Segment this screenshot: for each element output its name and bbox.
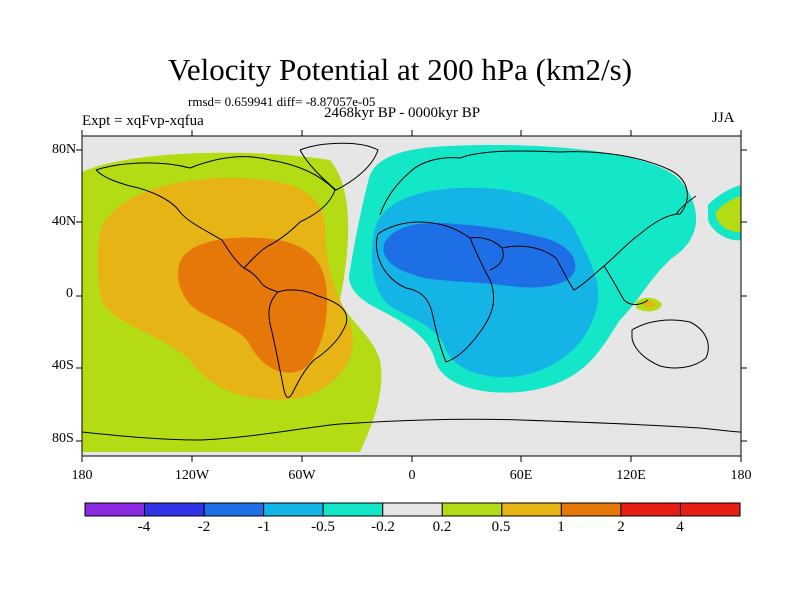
lon-label: 120W (174, 468, 210, 483)
colorbar-label: 1 (557, 519, 565, 535)
colorbar-box (382, 502, 443, 517)
coastline-greenland (299, 142, 379, 191)
colorbar-label: -1 (257, 519, 271, 535)
colorbar-box (679, 502, 741, 517)
colorbar-box (144, 502, 205, 517)
coastline-australia (631, 319, 709, 369)
colorbar-label: 2 (617, 519, 625, 535)
axis-ticks (76, 130, 747, 462)
coastline-japan (675, 195, 697, 215)
coastline-south-america (268, 289, 348, 398)
colorbar-label: -2 (197, 519, 211, 535)
colorbar-label: 0.5 (491, 519, 511, 535)
map-panel (82, 136, 741, 456)
colorbar-box (441, 502, 503, 517)
lat-label: 0 (66, 286, 73, 301)
colorbar (84, 502, 741, 517)
lon-label: 180 (730, 468, 752, 483)
coastlines (82, 142, 741, 441)
field-contour-indonesia-inner (644, 301, 656, 308)
stats-text: rmsd= 0.659941 diff= -8.87057e-05 (188, 94, 376, 109)
field-contour-positive-east (716, 196, 741, 233)
lon-label: 60E (509, 468, 533, 483)
coastline-north-america (95, 156, 336, 269)
season-label: JJA (712, 110, 735, 126)
map-title: Velocity Potential at 200 hPa (km2/s) (167, 52, 633, 87)
coastline-africa (376, 221, 495, 363)
field-contour-1 (178, 237, 328, 373)
colorbar-box (620, 502, 681, 517)
lat-label: 80S (52, 431, 74, 446)
coastline-southeast-asia (603, 265, 649, 305)
colorbar-label: 4 (676, 519, 684, 535)
coastline-antarctica (82, 418, 741, 441)
colorbar-box (84, 502, 146, 517)
lat-label: 40S (52, 358, 74, 373)
coastline-central-america (243, 267, 279, 293)
colorbar-label: -0.5 (311, 519, 335, 535)
period-text: 2468kyr BP - 0000kyr BP (324, 105, 481, 121)
colorbar-box (501, 502, 562, 517)
lat-label: 40N (52, 214, 77, 229)
coastline-europe (379, 150, 688, 216)
lon-label: 180 (71, 468, 93, 483)
colorbar-box (322, 502, 384, 517)
coastline-asia (501, 213, 681, 291)
experiment-label: Expt = xqFvp-xqfua (82, 113, 204, 129)
colorbar-label: -4 (137, 519, 151, 535)
colorbar-box (263, 502, 324, 517)
colorbar-label: 0.2 (432, 519, 452, 535)
colorbar-box (560, 502, 622, 517)
lon-label: 0 (408, 468, 416, 483)
colorbar-label: -0.2 (371, 519, 395, 535)
colorbar-box (203, 502, 265, 517)
lon-label: 120E (616, 468, 646, 483)
lat-label: 80N (52, 142, 77, 157)
field-contour-neg-1 (383, 222, 576, 288)
lon-label: 60W (288, 468, 316, 483)
